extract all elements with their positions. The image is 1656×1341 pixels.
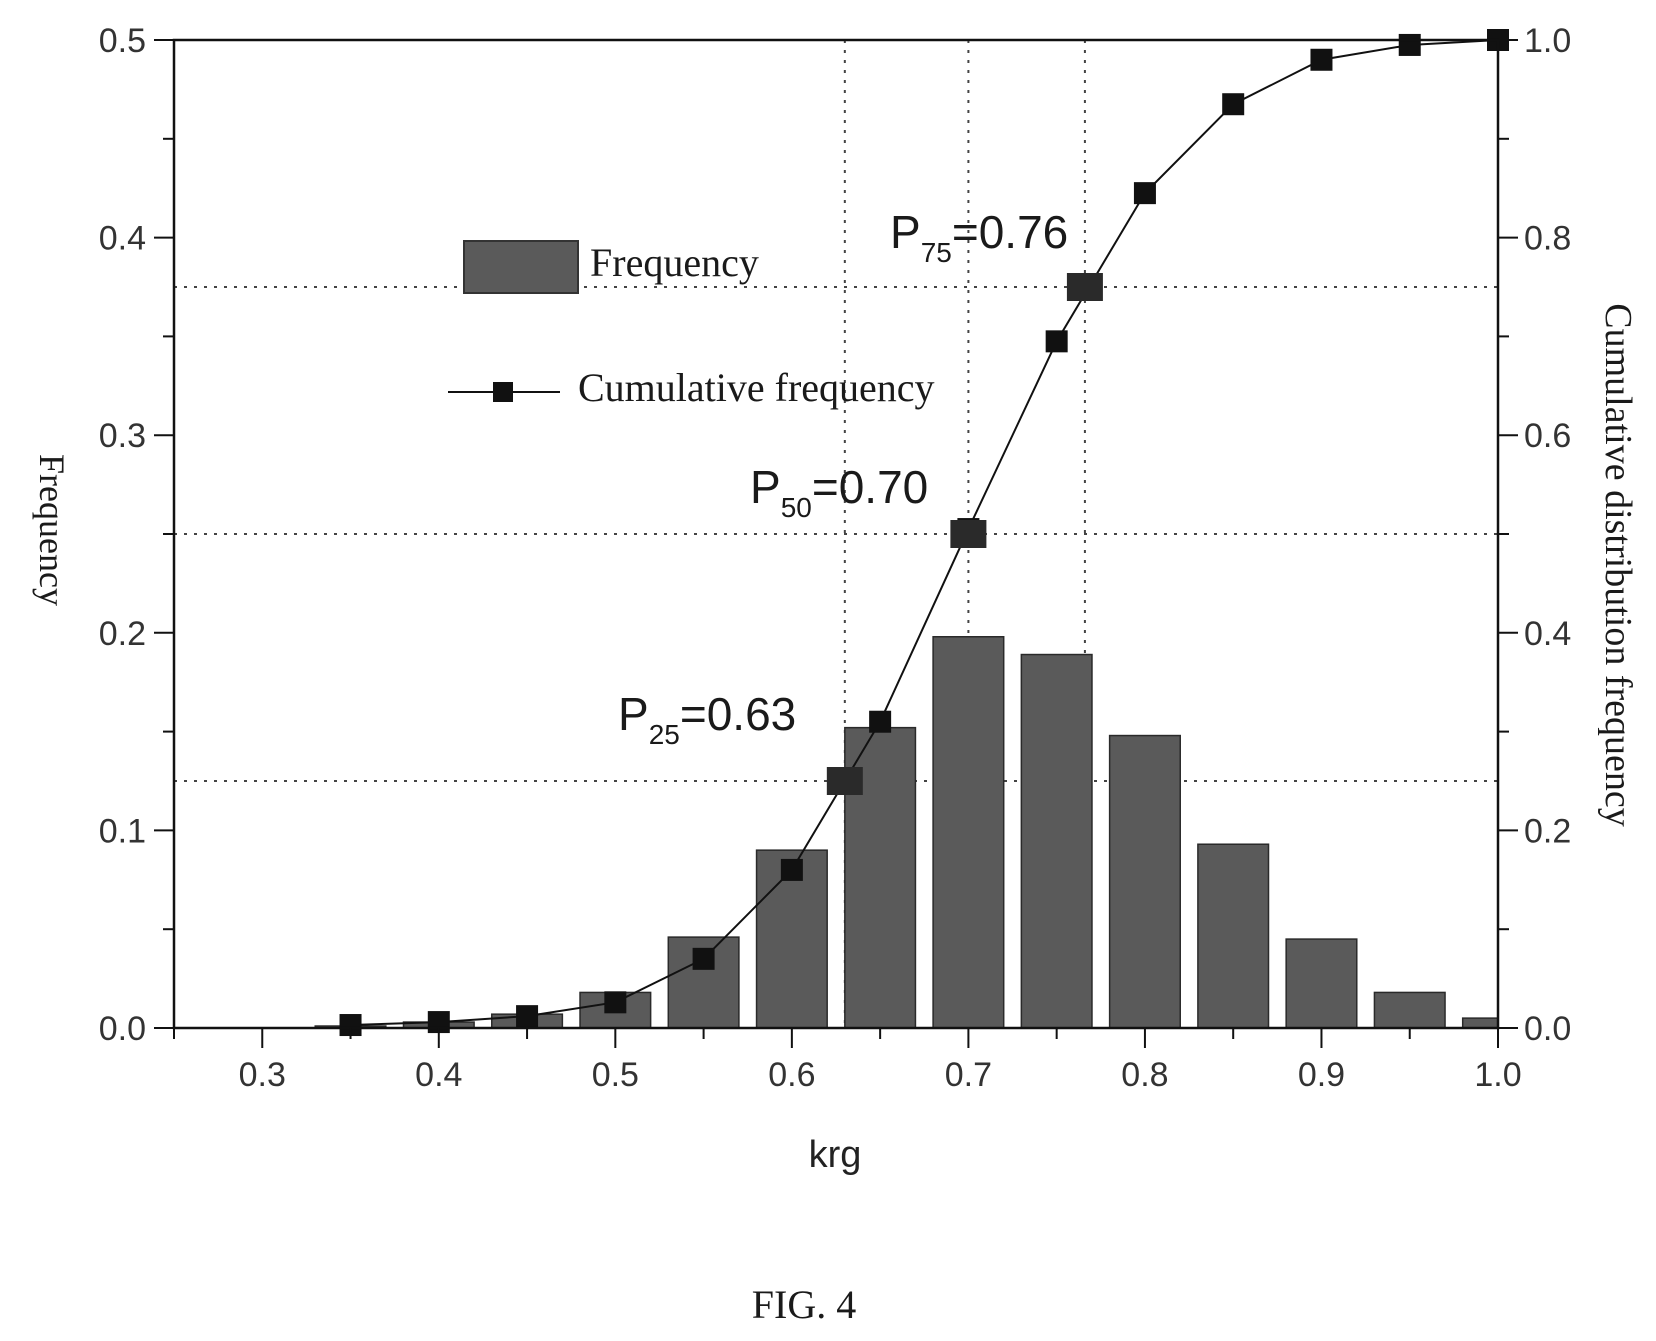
axes (154, 38, 1518, 1048)
frequency-bar (1108, 734, 1181, 1029)
percentile-label-25: P25=0.63 (618, 688, 796, 750)
y2-tick-label: 0.2 (1524, 812, 1571, 850)
tick-labels: 0.3 0.4 0.5 0.6 0.7 0.8 0.9 1.00.00.10.20.30.40… (99, 22, 1572, 1094)
y-tick-label: 0.0 (99, 1010, 146, 1048)
legend-entry-cumulative: Cumulative frequency (578, 365, 935, 410)
x-tick-label: 0.9 (1298, 1056, 1345, 1094)
x-tick-label: 0.4 (415, 1056, 462, 1094)
cumulative-marker (1310, 48, 1333, 71)
y2-tick-label: 0.8 (1524, 220, 1571, 258)
legend-entry-frequency: Frequency (590, 240, 759, 285)
cumulative-marker (516, 1005, 539, 1028)
cumulative-marker (604, 991, 627, 1014)
figure-caption: FIG. 4 (752, 1282, 856, 1327)
percentile-marker-25 (826, 767, 863, 795)
y2-tick-label: 0.0 (1524, 1010, 1571, 1048)
cumulative-marker (1133, 182, 1156, 205)
y2-tick-label: 0.6 (1524, 417, 1571, 455)
frequency-bar (1197, 843, 1270, 1029)
percentile-annotations: P25=0.63 P50=0.70 P75=0.76 (618, 206, 1068, 750)
x-tick-label: 1.0 (1474, 1056, 1521, 1094)
cumulative-marker (692, 947, 715, 970)
legend-bar-swatch (463, 240, 579, 294)
frequency-bar (1020, 653, 1093, 1029)
cumulative-line (339, 29, 1509, 1037)
frequency-bar (932, 636, 1005, 1029)
x-axis-title: krg (809, 1134, 862, 1176)
percentile-guides (174, 40, 1498, 1028)
cumulative-marker (339, 1014, 362, 1037)
y-tick-label: 0.1 (99, 812, 146, 850)
y2-tick-label: 1.0 (1524, 22, 1571, 60)
percentile-marker-50 (950, 520, 987, 548)
y-axis-title: Frequency (32, 454, 72, 606)
y-tick-label: 0.5 (99, 22, 146, 60)
y-tick-label: 0.3 (99, 417, 146, 455)
y2-axis-title: Cumulative distribution frequency (1597, 303, 1639, 826)
legend: Frequency Cumulative frequency (448, 240, 935, 410)
x-tick-label: 0.7 (945, 1056, 992, 1094)
y-tick-label: 0.4 (99, 220, 146, 258)
percentile-marker-75 (1066, 273, 1103, 301)
frequency-bar (1285, 938, 1358, 1029)
x-tick-label: 0.3 (239, 1056, 286, 1094)
cumulative-polyline (350, 39, 1499, 1027)
x-tick-label: 0.8 (1121, 1056, 1168, 1094)
y-tick-label: 0.2 (99, 615, 146, 653)
x-tick-label: 0.6 (768, 1056, 815, 1094)
cumulative-marker (1045, 330, 1068, 353)
cumulative-marker (780, 858, 803, 881)
cumulative-marker (869, 710, 892, 733)
y2-tick-label: 0.4 (1524, 615, 1571, 653)
frequency-bar (1461, 1017, 1499, 1029)
frequency-bar (1373, 991, 1446, 1029)
cumulative-marker (1222, 93, 1245, 116)
percentile-label-75: P75=0.76 (890, 206, 1068, 268)
legend-marker-swatch (493, 382, 513, 402)
cumulative-marker (1398, 33, 1421, 56)
x-tick-label: 0.5 (592, 1056, 639, 1094)
percentile-label-50: P50=0.70 (750, 461, 928, 523)
frequency-bars (314, 636, 1499, 1029)
